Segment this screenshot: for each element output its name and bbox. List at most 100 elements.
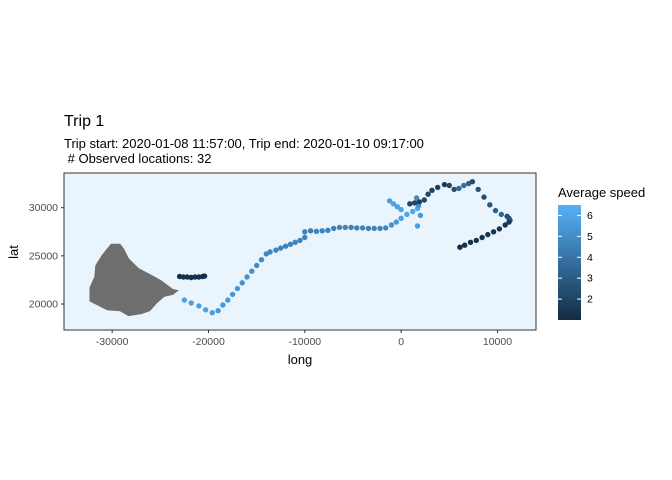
track-6-point: [461, 182, 467, 189]
track-6-point: [429, 187, 435, 193]
track-3-point: [302, 229, 308, 235]
track-2-point: [196, 303, 202, 309]
track-3-point: [348, 224, 354, 231]
track-7-point: [479, 234, 485, 241]
track-2-point: [188, 300, 194, 306]
track-2-point: [267, 249, 273, 255]
track-3-point: [331, 225, 337, 232]
track-3-point: [319, 228, 325, 234]
y-tick-label: 25000: [29, 250, 58, 262]
track-3-point: [336, 224, 343, 231]
track-2-point: [239, 280, 245, 286]
track-4-point: [394, 204, 400, 210]
track-4-point: [386, 198, 393, 204]
track-3-point: [383, 225, 389, 231]
x-tick-label: -10000: [288, 336, 321, 348]
legend-break-label: 2: [587, 294, 593, 306]
track-2-point: [215, 308, 221, 314]
track-7-point: [473, 237, 479, 244]
track-5-point: [417, 212, 424, 219]
track-3-point: [307, 228, 314, 234]
track-3-point: [398, 215, 404, 221]
track-2-point: [181, 297, 188, 303]
x-axis-title: long: [288, 352, 313, 367]
track-3-point: [354, 225, 360, 231]
chart-title: Trip 1: [64, 113, 104, 130]
legend-break-label: 5: [587, 231, 593, 243]
track-2-point: [220, 302, 226, 308]
legend-break-label: 4: [587, 252, 593, 264]
legend-break-label: 6: [587, 210, 593, 222]
x-tick-label: -30000: [96, 336, 129, 348]
track-6-point: [407, 201, 413, 207]
track-3-point: [371, 225, 377, 232]
track-3-point: [410, 208, 416, 215]
track-4-point: [390, 201, 397, 207]
track-6-point: [481, 194, 487, 200]
track-6-point: [446, 182, 452, 189]
track-2-point: [244, 274, 250, 280]
x-tick-label: 10000: [483, 336, 512, 348]
track-2-point: [209, 310, 215, 316]
chart-subtitle-line-1: Trip start: 2020-01-08 11:57:00, Trip en…: [64, 136, 424, 151]
track-3-point: [393, 219, 399, 225]
track-3-point: [377, 225, 383, 232]
track-2-point: [282, 243, 289, 249]
track-4-point: [398, 206, 404, 213]
track-2-point: [254, 262, 260, 269]
track-6-point: [421, 197, 427, 203]
track-7-point: [457, 244, 463, 250]
track-3-point: [365, 225, 372, 232]
track-2-point: [273, 247, 279, 253]
track-6-point: [492, 207, 499, 214]
track-7-point: [502, 222, 508, 228]
track-7-point: [490, 229, 497, 235]
x-tick-label: -20000: [192, 336, 225, 348]
track-2-point: [225, 297, 231, 303]
track-7-point: [462, 242, 468, 248]
track-6-point: [411, 200, 418, 206]
track-3-point: [359, 225, 366, 231]
y-axis-title: lat: [6, 245, 21, 259]
track-6-point: [416, 199, 423, 205]
legend-title: Average speed: [558, 185, 645, 200]
points-layer: [176, 179, 513, 316]
x-tick-label: 0: [398, 336, 404, 348]
track-6-point: [456, 185, 462, 192]
track-1-point: [192, 274, 198, 280]
y-axis: 20000 25000 30000: [29, 202, 64, 310]
land-mass: [89, 243, 179, 317]
track-7-point: [467, 239, 474, 245]
track-6-point: [475, 186, 481, 193]
track-7-point: [506, 219, 512, 225]
x-axis: -30000 -20000 -10000 0 10000: [96, 330, 512, 348]
y-tick-label: 30000: [29, 202, 58, 214]
track-3-point: [388, 222, 395, 228]
track-1-point: [180, 274, 187, 280]
legend: Average speed 2 3 4 5 6: [558, 185, 645, 320]
chart-subtitle-line-2: # Observed locations: 32: [64, 151, 211, 166]
track-5-point: [414, 223, 421, 229]
track-6-point: [425, 191, 431, 197]
track-5-point: [413, 195, 420, 201]
track-2-point: [278, 245, 284, 251]
panel-border: [63, 172, 537, 331]
legend-ticks: 2 3 4 5 6: [558, 210, 593, 306]
track-6-point: [451, 186, 457, 193]
track-3-point: [325, 227, 331, 233]
track-3-point: [404, 211, 410, 218]
track-3-point: [313, 228, 320, 234]
track-1-point: [201, 273, 208, 279]
y-tick-label: 20000: [29, 298, 58, 310]
track-2-point: [202, 307, 209, 313]
track-2-point: [229, 291, 236, 298]
track-2-point: [302, 234, 308, 241]
track-7-point: [485, 231, 491, 238]
track-6-point: [441, 181, 448, 188]
track-7-point: [496, 226, 503, 232]
land-layer: [89, 243, 179, 317]
legend-break-label: 3: [587, 273, 593, 285]
legend-colorbar: [558, 205, 581, 320]
track-6-point: [487, 202, 493, 208]
